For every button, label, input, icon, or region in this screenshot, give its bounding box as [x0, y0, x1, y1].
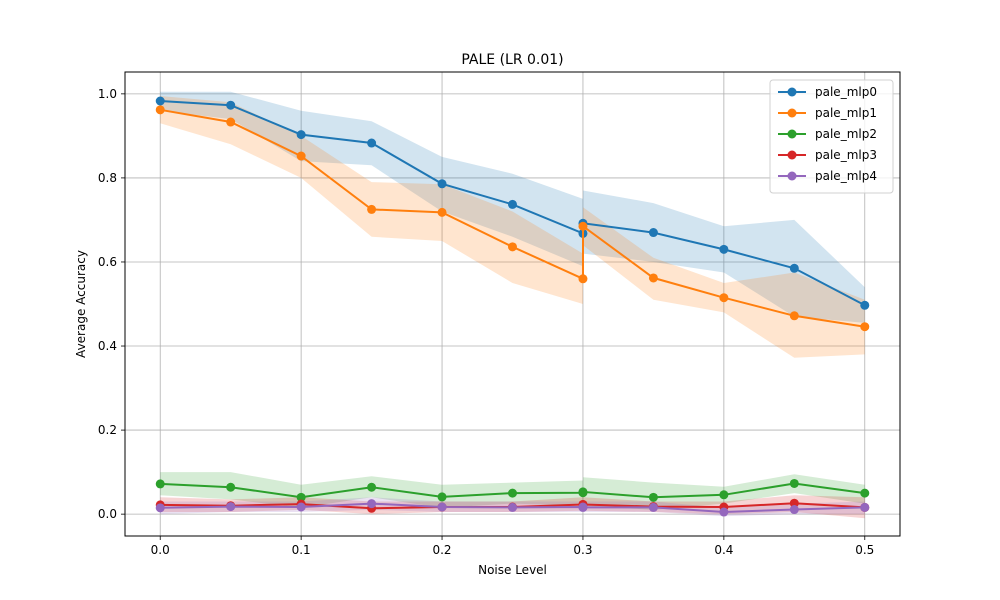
- legend: pale_mlp0 pale_mlp1 pale_mlp2 pale_mlp3pale…: [769, 79, 894, 194]
- point-pale_mlp4: [508, 502, 517, 512]
- point-pale_mlp1: [860, 322, 870, 332]
- point-pale_mlp1: [508, 242, 517, 252]
- point-pale_mlp1: [789, 311, 799, 321]
- point-pale_mlp1: [155, 105, 165, 115]
- point-pale_mlp4: [437, 502, 447, 512]
- point-pale_mlp1: [367, 204, 377, 214]
- point-pale_mlp1: [437, 207, 447, 217]
- legend-marker-pale_mlp3: [787, 150, 797, 160]
- point-pale_mlp2: [155, 479, 165, 489]
- y-tick-label: 0.4: [98, 339, 117, 353]
- y-tick-label: 0.6: [98, 255, 117, 269]
- legend-label: pale_mlp0: [815, 85, 877, 99]
- legend-marker-pale_mlp4: [787, 171, 797, 181]
- point-pale_mlp1: [226, 117, 236, 127]
- line-pale_mlp4: [160, 502, 865, 514]
- legend-label: pale_mlp4: [815, 169, 877, 183]
- point-pale_mlp1: [296, 151, 306, 161]
- axes-frame: [124, 71, 901, 537]
- y-tick-label: 0.8: [98, 171, 117, 185]
- point-pale_mlp1: [578, 221, 588, 231]
- x-tick-label: 0.1: [292, 543, 311, 557]
- point-pale_mlp1: [648, 273, 658, 283]
- point-pale_mlp4: [578, 502, 588, 512]
- x-tick-label: 0.0: [151, 543, 170, 557]
- point-pale_mlp0: [367, 138, 377, 148]
- axis-ticks: 0.0 0.1 0.2 0.3 0.4 0.5 0.0 0.2 0.4 0.6 0.8 1.0: [98, 87, 874, 557]
- point-pale_mlp0: [719, 244, 729, 254]
- point-pale_mlp2: [367, 482, 377, 492]
- line-pale_mlp0: [160, 100, 866, 307]
- y-axis-label: Average Accuracy: [74, 250, 88, 358]
- x-axis-label: Noise Level: [478, 563, 547, 577]
- legend-label: pale_mlp3: [815, 148, 877, 162]
- y-tick-label: 0.0: [98, 507, 117, 521]
- chart-title: PALE (LR 0.01): [461, 52, 563, 68]
- point-pale_mlp2: [226, 482, 236, 492]
- point-pale_mlp4: [648, 502, 658, 512]
- point-pale_mlp0: [508, 199, 517, 209]
- y-tick-label: 1.0: [98, 87, 117, 101]
- series-lines: [155, 96, 870, 517]
- point-pale_mlp4: [155, 503, 165, 513]
- point-pale_mlp0: [860, 300, 870, 310]
- confidence-bands: [160, 91, 865, 519]
- point-pale_mlp2: [648, 492, 658, 502]
- point-pale_mlp2: [789, 478, 799, 488]
- point-pale_mlp0: [296, 130, 306, 140]
- point-pale_mlp2: [578, 487, 588, 497]
- legend-label: pale_mlp1: [815, 106, 877, 120]
- x-tick-label: 0.4: [714, 543, 733, 557]
- point-pale_mlp4: [719, 507, 729, 517]
- point-pale_mlp4: [296, 502, 306, 512]
- line-pale_mlp1: [160, 108, 865, 328]
- point-pale_mlp2: [719, 490, 729, 500]
- y-tick-label: 0.2: [98, 423, 117, 437]
- point-pale_mlp0: [789, 263, 799, 273]
- legend-frame: [769, 79, 894, 194]
- point-pale_mlp0: [155, 96, 165, 106]
- point-pale_mlp2: [296, 492, 306, 502]
- point-pale_mlp4: [860, 502, 870, 512]
- point-pale_mlp0: [437, 179, 447, 189]
- point-pale_mlp2: [860, 488, 870, 498]
- point-pale_mlp2: [508, 488, 517, 498]
- point-pale_mlp4: [226, 502, 236, 512]
- line-pale_mlp2: [160, 482, 865, 499]
- x-tick-label: 0.2: [432, 543, 451, 557]
- legend-marker-pale_mlp0: [787, 87, 797, 97]
- legend-marker-pale_mlp1: [787, 108, 797, 118]
- point-pale_mlp2: [437, 492, 447, 502]
- band-pale_mlp1: [160, 96, 865, 358]
- point-pale_mlp0: [648, 228, 658, 238]
- x-tick-label: 0.3: [573, 543, 592, 557]
- legend-label: pale_mlp2: [815, 127, 877, 141]
- point-pale_mlp4: [367, 499, 377, 509]
- point-pale_mlp3: [789, 498, 799, 508]
- point-pale_mlp1: [719, 293, 729, 303]
- point-pale_mlp4: [789, 505, 799, 515]
- legend-marker-pale_mlp2: [787, 129, 797, 139]
- point-pale_mlp1: [578, 274, 588, 284]
- point-pale_mlp0: [226, 100, 236, 110]
- x-tick-label: 0.5: [855, 543, 874, 557]
